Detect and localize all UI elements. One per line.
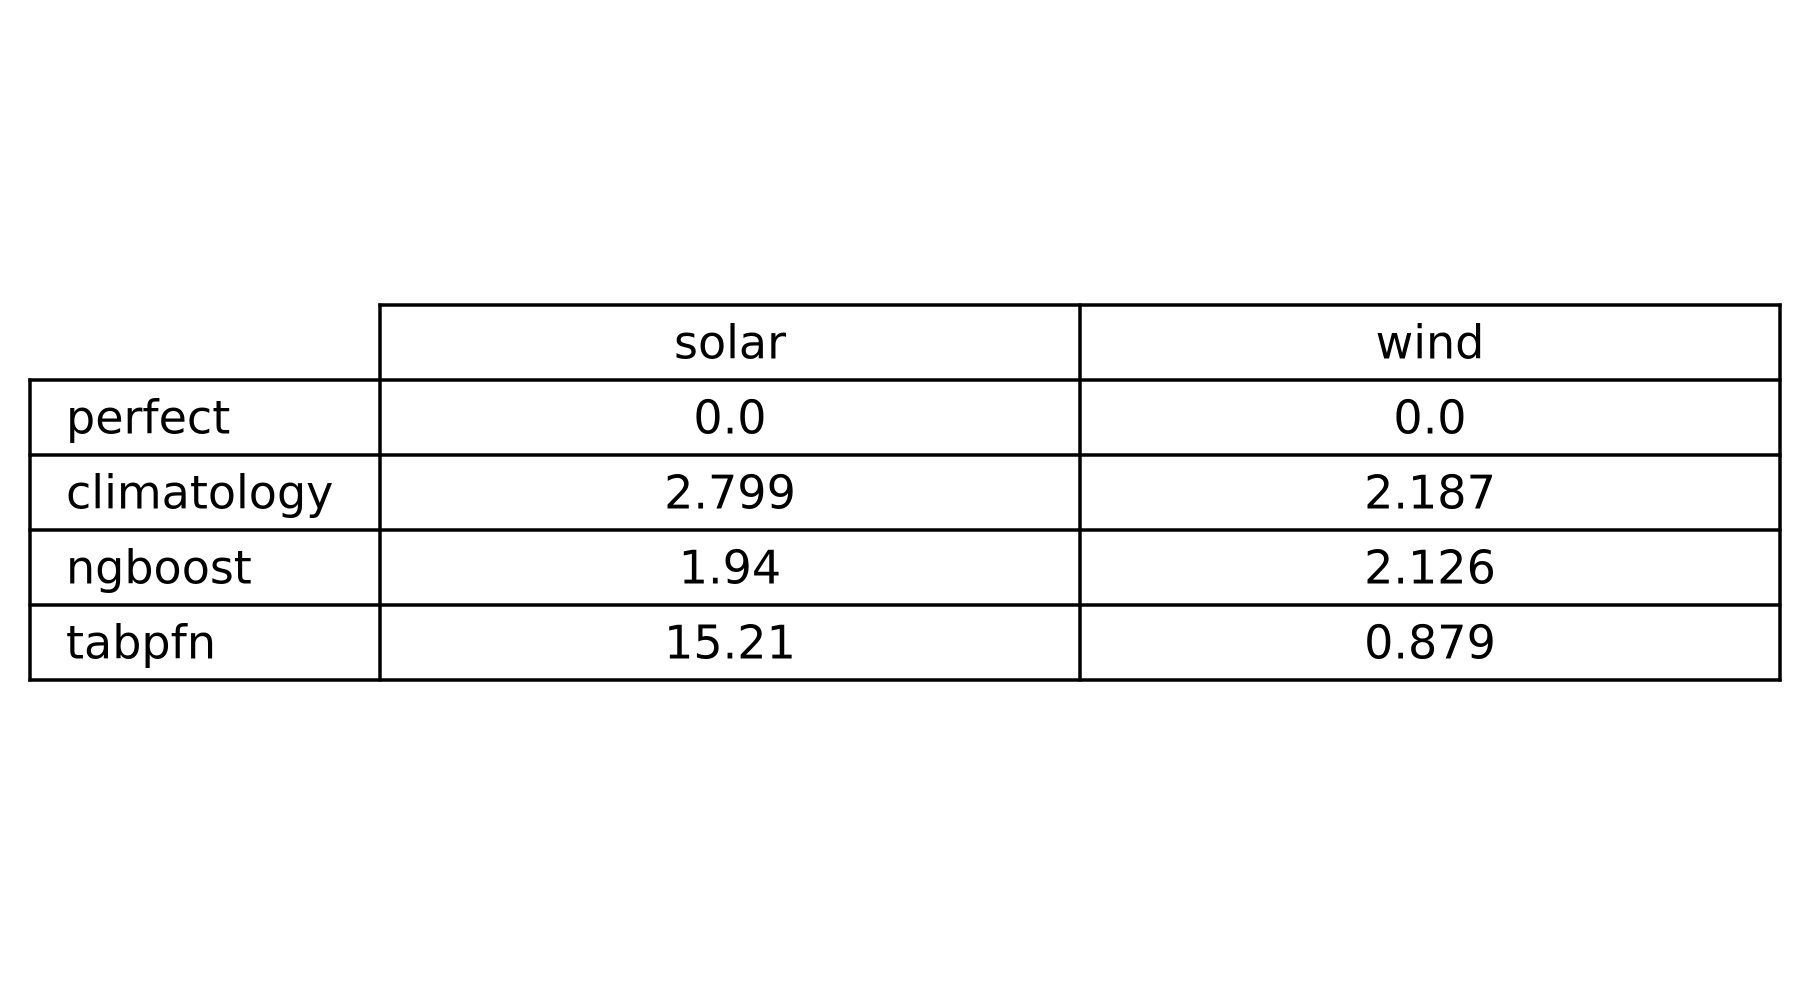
row-label-ngboost: ngboost — [66, 541, 252, 595]
row-label-tabpfn: tabpfn — [66, 616, 216, 670]
cell-tabpfn-solar: 15.21 — [664, 616, 796, 670]
cell-ngboost-wind: 2.126 — [1364, 541, 1496, 595]
column-header-wind: wind — [1376, 316, 1485, 370]
row-label-perfect: perfect — [66, 391, 230, 445]
cell-climatology-wind: 2.187 — [1364, 466, 1496, 520]
table-grid — [28, 303, 1782, 682]
column-header-solar: solar — [674, 316, 786, 370]
cell-tabpfn-wind: 0.879 — [1364, 616, 1496, 670]
cell-ngboost-solar: 1.94 — [679, 541, 781, 595]
table-text: solar wind perfect 0.0 0.0 climatology 2.799 2.… — [66, 316, 1496, 670]
cell-perfect-wind: 0.0 — [1393, 391, 1466, 445]
cell-perfect-solar: 0.0 — [693, 391, 766, 445]
row-label-climatology: climatology — [66, 466, 333, 520]
cell-climatology-solar: 2.799 — [664, 466, 796, 520]
